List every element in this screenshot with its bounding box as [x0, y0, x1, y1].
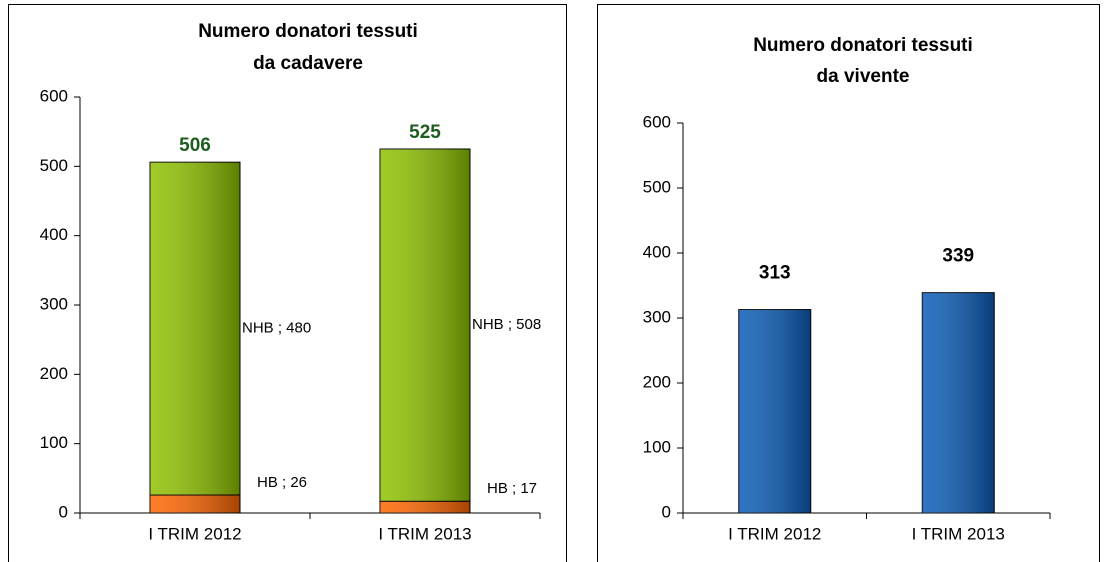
segment-label: NHB ; 480	[242, 320, 311, 337]
panel-frame	[597, 4, 1100, 562]
y-tick-label: 0	[662, 502, 671, 521]
total-label: 506	[179, 135, 211, 156]
bar-shade	[738, 309, 811, 513]
total-label: 525	[409, 122, 441, 143]
y-tick-label: 100	[40, 433, 68, 452]
segment-label: NHB ; 508	[472, 316, 541, 333]
data-label: 339	[942, 246, 974, 267]
chart-title: da vivente	[817, 66, 910, 87]
y-tick-label: 300	[643, 307, 671, 326]
chart-title: Numero donatori tessuti	[198, 21, 418, 42]
y-tick-label: 400	[643, 242, 671, 261]
x-tick-label: I TRIM 2012	[728, 524, 821, 543]
bar-segment	[149, 494, 241, 514]
y-tick-label: 200	[643, 372, 671, 391]
segment-label: HB ; 17	[487, 480, 537, 497]
y-tick-label: 200	[40, 364, 68, 383]
x-tick-label: I TRIM 2012	[148, 524, 241, 543]
y-tick-label: 300	[40, 294, 68, 313]
x-tick-label: I TRIM 2013	[378, 524, 471, 543]
panel-frame	[8, 4, 567, 562]
data-label: 313	[759, 263, 791, 284]
chart-title: da cadavere	[253, 53, 363, 74]
y-tick-label: 400	[40, 225, 68, 244]
bar-segment	[149, 161, 241, 496]
y-tick-label: 0	[59, 502, 68, 521]
y-tick-label: 600	[40, 86, 68, 105]
bar-segment	[379, 500, 471, 514]
x-tick-label: I TRIM 2013	[912, 524, 1005, 543]
chart-title: Numero donatori tessuti	[753, 35, 973, 56]
y-tick-label: 100	[643, 437, 671, 456]
y-tick-label: 600	[643, 112, 671, 131]
bar-shade	[922, 292, 995, 513]
bar-segment	[379, 148, 471, 502]
segment-label: HB ; 26	[257, 474, 307, 491]
y-tick-label: 500	[643, 177, 671, 196]
y-tick-label: 500	[40, 156, 68, 175]
